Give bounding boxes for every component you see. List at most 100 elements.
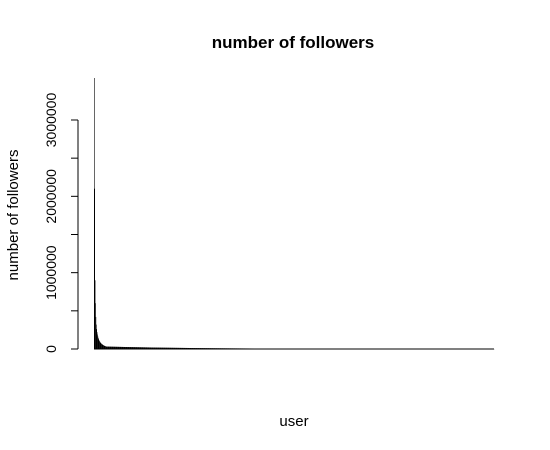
bar bbox=[118, 346, 119, 349]
bar bbox=[95, 316, 97, 349]
bar bbox=[183, 347, 184, 349]
bar bbox=[116, 346, 117, 349]
bar bbox=[130, 347, 132, 349]
bar bbox=[161, 347, 162, 349]
bar bbox=[124, 346, 125, 349]
bar bbox=[117, 346, 118, 349]
bar bbox=[138, 347, 140, 349]
y-tick-label: 1000000 bbox=[43, 245, 59, 300]
bar bbox=[99, 341, 100, 349]
bar bbox=[168, 347, 169, 349]
bar bbox=[124, 347, 126, 349]
bar bbox=[122, 346, 124, 349]
bar bbox=[174, 347, 176, 349]
bar bbox=[112, 346, 114, 349]
bar bbox=[116, 346, 117, 349]
bar bbox=[158, 347, 160, 349]
bar bbox=[126, 347, 128, 349]
bar bbox=[133, 347, 135, 349]
bar bbox=[154, 347, 155, 349]
bar bbox=[180, 347, 181, 349]
bar bbox=[165, 347, 167, 349]
bar bbox=[188, 347, 190, 349]
bar bbox=[127, 347, 129, 349]
bar bbox=[142, 347, 144, 349]
bar bbox=[105, 346, 107, 349]
bar bbox=[94, 78, 95, 349]
bar bbox=[115, 346, 116, 349]
bar bbox=[103, 345, 105, 349]
bar bbox=[148, 347, 149, 349]
bar bbox=[140, 347, 141, 349]
bar bbox=[126, 347, 127, 349]
bar bbox=[123, 346, 124, 349]
bar bbox=[146, 347, 147, 349]
y-tick-label: 2000000 bbox=[43, 169, 59, 224]
bar bbox=[118, 346, 119, 349]
bar bbox=[149, 347, 150, 349]
bar bbox=[151, 347, 153, 349]
bar bbox=[162, 347, 164, 349]
bar bbox=[181, 347, 183, 349]
bar bbox=[127, 347, 128, 349]
bar bbox=[181, 347, 182, 349]
bar bbox=[159, 347, 161, 349]
bar bbox=[97, 334, 98, 349]
bar bbox=[94, 280, 96, 349]
bar bbox=[111, 346, 113, 349]
bar bbox=[96, 324, 97, 349]
bar bbox=[119, 346, 120, 349]
bar bbox=[107, 346, 109, 349]
bar bbox=[164, 347, 165, 349]
bar bbox=[141, 347, 143, 349]
bar bbox=[140, 347, 141, 349]
bar bbox=[159, 347, 160, 349]
bar bbox=[116, 346, 118, 349]
bar bbox=[171, 347, 172, 349]
bar bbox=[124, 346, 125, 349]
bar bbox=[158, 347, 159, 349]
bar bbox=[111, 346, 112, 349]
bar bbox=[100, 342, 101, 349]
bar bbox=[114, 346, 115, 349]
bar bbox=[138, 347, 139, 349]
bar bbox=[187, 347, 188, 349]
bar bbox=[165, 347, 166, 349]
y-tick-label: 3000000 bbox=[43, 93, 59, 148]
bar bbox=[132, 347, 133, 349]
bar bbox=[162, 347, 163, 349]
bar bbox=[168, 347, 169, 349]
bar bbox=[125, 347, 126, 349]
bar bbox=[180, 347, 182, 349]
bar bbox=[104, 345, 105, 349]
bar bbox=[110, 346, 112, 349]
bar bbox=[184, 347, 186, 349]
bar bbox=[106, 346, 107, 349]
bar bbox=[175, 347, 176, 349]
bar bbox=[106, 346, 107, 349]
bar bbox=[113, 346, 115, 349]
bar bbox=[173, 347, 174, 349]
bar bbox=[112, 346, 113, 349]
bar bbox=[122, 346, 123, 349]
bar bbox=[180, 347, 181, 349]
bar bbox=[153, 347, 154, 349]
bar bbox=[137, 347, 139, 349]
bar bbox=[138, 347, 139, 349]
bar bbox=[122, 346, 123, 349]
bar bbox=[176, 347, 177, 349]
bars bbox=[94, 78, 495, 350]
bar bbox=[125, 347, 127, 349]
y-axis: 0 1000000 2000000 3000000 bbox=[43, 93, 79, 353]
bar bbox=[178, 347, 180, 349]
x-axis-label: user bbox=[279, 413, 308, 430]
bar bbox=[128, 347, 130, 349]
bar bbox=[142, 347, 143, 349]
bar bbox=[113, 346, 114, 349]
bar bbox=[114, 346, 116, 349]
bar bbox=[134, 347, 136, 349]
bar bbox=[177, 347, 178, 349]
bar bbox=[117, 346, 119, 349]
bar bbox=[112, 346, 113, 349]
bar bbox=[155, 347, 157, 349]
